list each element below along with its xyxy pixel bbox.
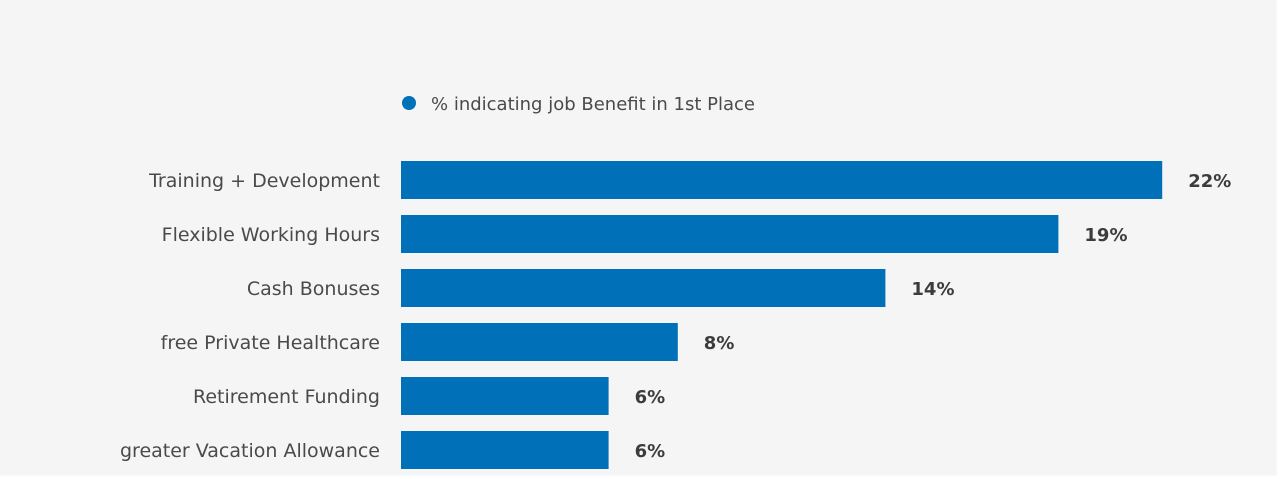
bar: [401, 161, 1163, 199]
value-label: 6%: [635, 387, 666, 408]
legend-marker: [402, 96, 416, 110]
category-label: free Private Healthcare: [161, 332, 380, 354]
value-label: 6%: [635, 441, 666, 462]
chart-legend: % indicating job Benefit in 1st Place: [402, 94, 755, 115]
legend-label: % indicating job Benefit in 1st Place: [431, 94, 755, 115]
category-label: greater Vacation Allowance: [120, 440, 380, 462]
bar: [401, 377, 609, 415]
bar: [401, 431, 609, 469]
bar: [401, 323, 678, 361]
category-label: Retirement Funding: [193, 386, 380, 408]
category-label: Flexible Working Hours: [162, 224, 380, 246]
value-label: 8%: [704, 333, 735, 354]
value-label: 22%: [1188, 171, 1231, 192]
bar: [401, 269, 886, 307]
category-label: Training + Development: [148, 170, 380, 192]
value-label: 14%: [911, 279, 954, 300]
bars-group: Training + Development 22% Flexible Workin…: [120, 161, 1231, 469]
bar: [401, 215, 1059, 253]
category-label: Cash Bonuses: [247, 278, 380, 300]
value-label: 19%: [1084, 225, 1127, 246]
